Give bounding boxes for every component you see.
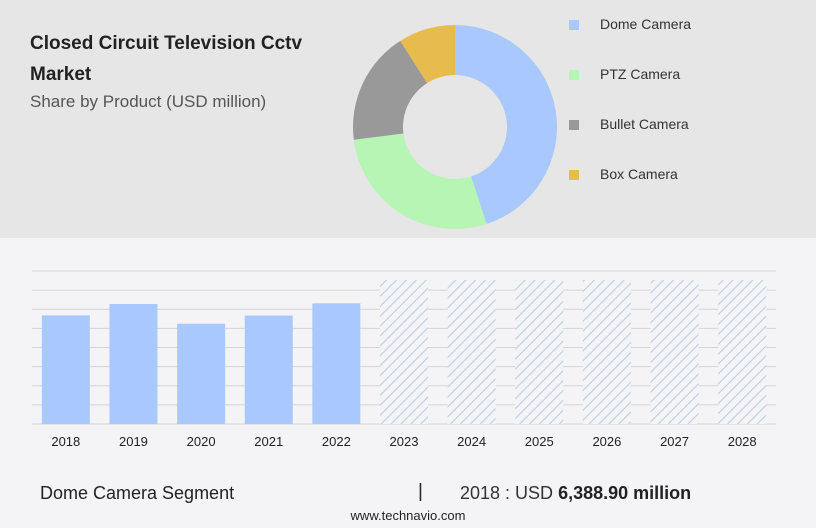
x-tick-label: 2023 — [390, 434, 419, 449]
x-tick-label: 2020 — [187, 434, 216, 449]
x-tick-label: 2025 — [525, 434, 554, 449]
x-tick-label: 2026 — [592, 434, 621, 449]
footer-value-amount: 6,388.90 million — [558, 483, 692, 503]
footer-segment-label: Dome Camera Segment — [40, 483, 235, 503]
donut-slice-ptz-camera — [353, 133, 487, 229]
bar-forecast-2026 — [582, 280, 631, 424]
source-link[interactable]: www.technavio.com — [350, 508, 466, 523]
bar-forecast-2028 — [718, 280, 767, 424]
chart-subtitle: Share by Product (USD million) — [30, 92, 267, 111]
footer-value-prefix: 2018 : USD — [460, 483, 554, 503]
legend-swatch — [569, 120, 579, 130]
x-tick-label: 2021 — [254, 434, 283, 449]
legend-swatch — [569, 70, 579, 80]
footer-separator: | — [418, 481, 423, 502]
x-tick-label: 2027 — [660, 434, 689, 449]
donut-slice-bullet-camera — [353, 40, 428, 140]
x-tick-label: 2022 — [322, 434, 351, 449]
bar-2018 — [41, 315, 90, 424]
bar-2019 — [109, 303, 158, 424]
legend-label: Dome Camera — [600, 16, 692, 32]
legend-swatch — [569, 170, 579, 180]
donut-slice-box-camera — [400, 25, 455, 84]
bar-chart: 2018 2019 2020 2021 2022 2023 2024 2025 2026 2027… — [32, 270, 776, 449]
bar-forecast-2024 — [447, 280, 496, 424]
bar-2022 — [312, 303, 361, 424]
legend-label: Bullet Camera — [600, 116, 689, 132]
bar-2020 — [177, 323, 226, 424]
donut-slice-dome-camera — [455, 25, 557, 225]
bar-2021 — [244, 315, 293, 424]
chart-title: Closed Circuit Television Cctv Market — [30, 33, 303, 85]
bar-forecast-2023 — [380, 280, 428, 424]
legend-swatch — [569, 20, 579, 30]
legend-label: PTZ Camera — [600, 66, 681, 82]
bar-forecast-2025 — [515, 280, 564, 424]
x-tick-label: 2019 — [119, 434, 148, 449]
x-tick-label: 2028 — [728, 434, 757, 449]
footer-value: 2018 : USD 6,388.90 million — [460, 483, 691, 504]
legend-label: Box Camera — [600, 166, 678, 182]
donut-chart — [353, 25, 557, 229]
bar-forecast-2027 — [650, 280, 699, 424]
x-tick-label: 2018 — [51, 434, 80, 449]
x-tick-label: 2024 — [457, 434, 486, 449]
